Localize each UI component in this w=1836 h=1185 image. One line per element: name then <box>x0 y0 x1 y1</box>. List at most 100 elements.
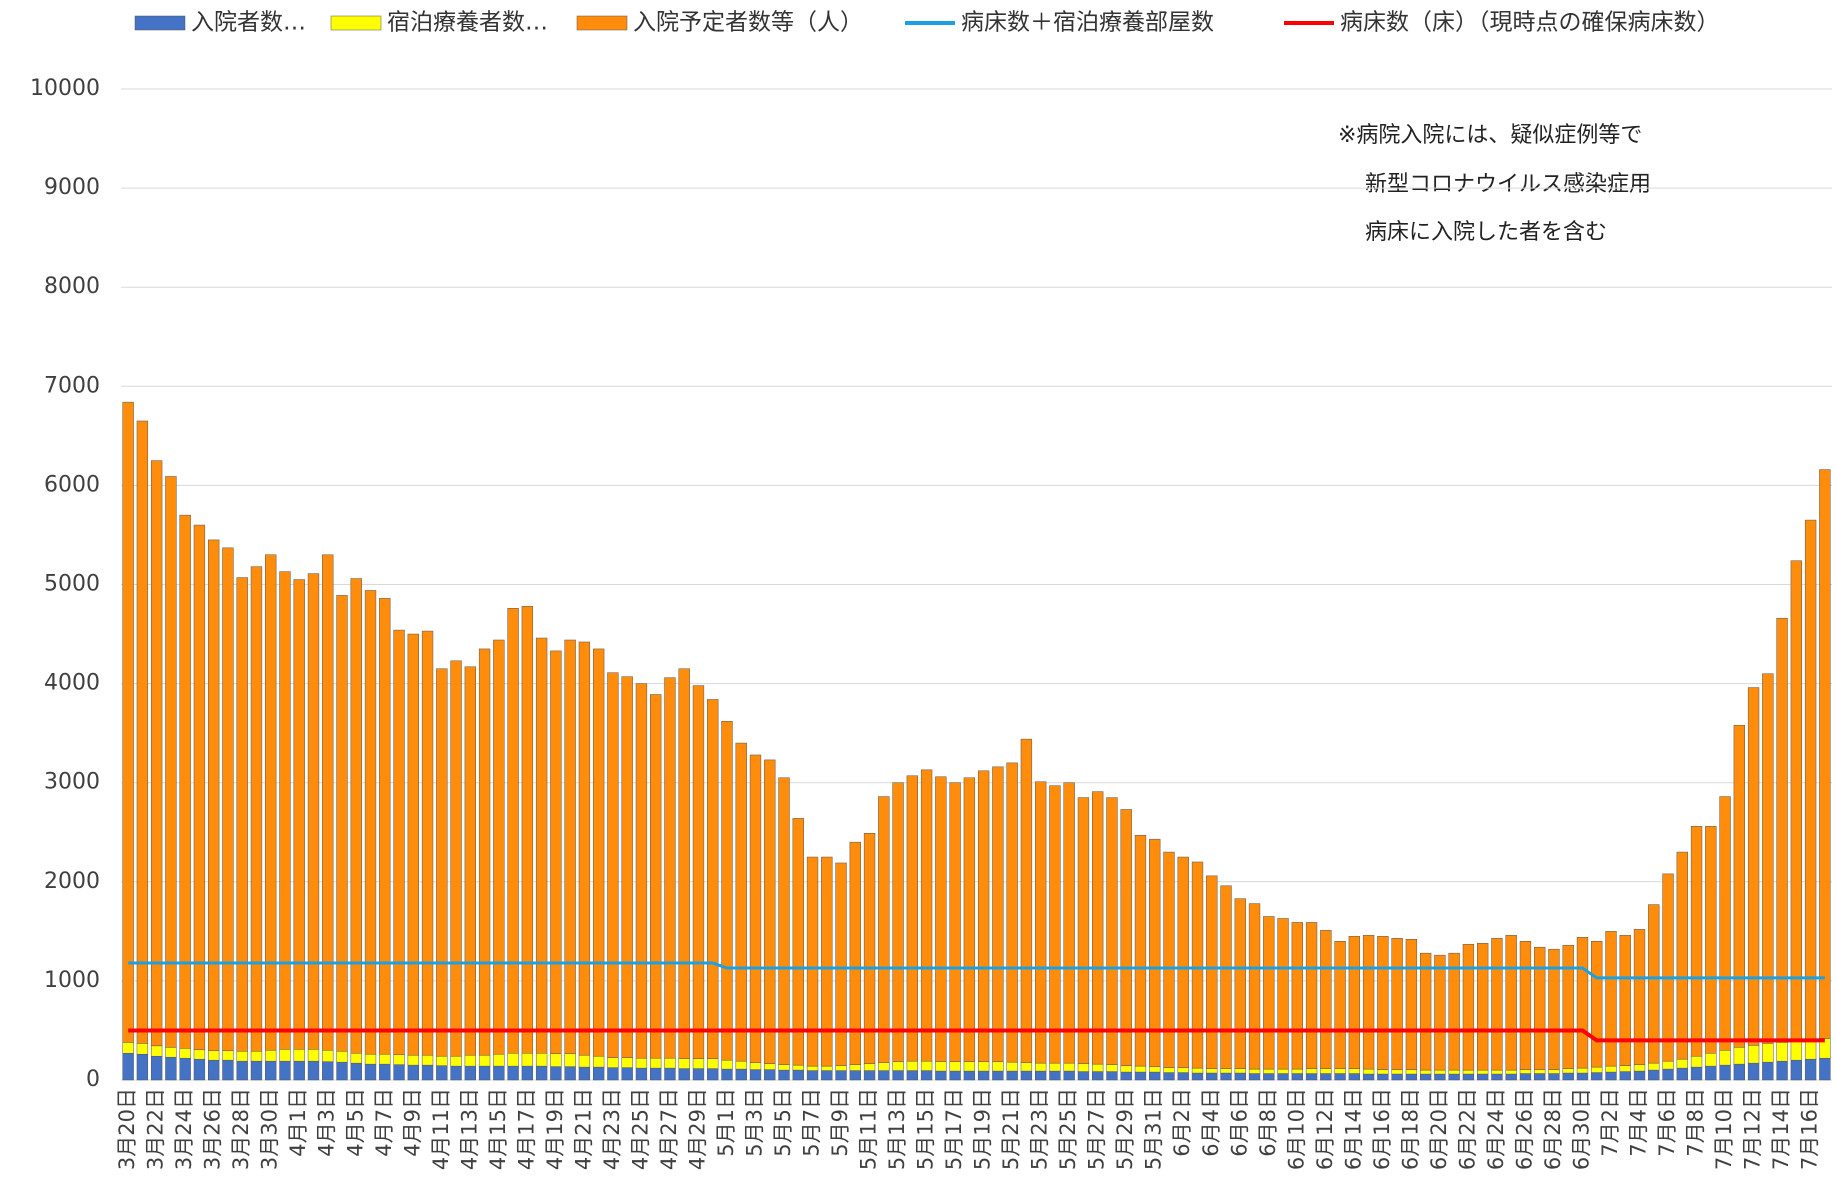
bar-segment <box>1063 782 1075 1064</box>
bar-segment <box>1419 952 1432 1071</box>
bar-segment <box>707 699 719 1059</box>
y-tick-label: 2000 <box>44 869 100 894</box>
bar-segment <box>393 1064 405 1081</box>
bar-segment <box>350 1052 362 1064</box>
bar-segment <box>1676 1067 1688 1081</box>
bar-segment <box>1462 1073 1475 1081</box>
bar-segment <box>1092 1071 1104 1081</box>
bar-segment <box>906 1070 919 1081</box>
bar-segment <box>1448 952 1460 1071</box>
y-tick-label: 3000 <box>44 770 100 795</box>
x-tick-label: 5月11日 <box>857 1088 881 1170</box>
bar-segment <box>806 1070 819 1081</box>
bar-segment <box>878 796 890 1063</box>
bar-segment <box>1762 1061 1774 1081</box>
bar-segment <box>949 782 961 1062</box>
bar-segment <box>478 1054 491 1067</box>
bar-segment <box>1562 1068 1574 1074</box>
x-tick-label: 3月30日 <box>258 1088 282 1170</box>
bar-segment <box>279 1049 291 1062</box>
bar-segment <box>1191 1072 1204 1081</box>
bar-segment <box>806 1065 819 1071</box>
bar-segment <box>478 1065 491 1081</box>
bar-segment <box>1020 1062 1033 1072</box>
bar-segment <box>1077 1063 1090 1072</box>
bar-segment <box>721 721 733 1061</box>
legend-label: 入院者数… <box>191 10 306 36</box>
bar-segment <box>1662 1068 1674 1081</box>
bar-segment <box>336 1051 348 1063</box>
legend-swatch <box>330 15 382 31</box>
bar-segment <box>193 524 206 1051</box>
bar-segment <box>1719 1050 1731 1066</box>
bar-segment <box>992 1070 1004 1081</box>
x-tick-label: 4月21日 <box>571 1088 595 1170</box>
bar-segment <box>165 1056 177 1081</box>
bar-segment <box>1220 885 1232 1069</box>
x-tick-label: 4月19日 <box>543 1088 567 1170</box>
bar-segment <box>1391 938 1403 1070</box>
bar-segment <box>1234 898 1246 1069</box>
bar-segment <box>150 1055 163 1081</box>
bar-segment <box>550 1053 562 1067</box>
legend-label: 宿泊療養者数… <box>387 10 548 36</box>
bar-segment <box>293 1060 305 1081</box>
bar-segment <box>279 571 291 1050</box>
x-tick-label: 7月12日 <box>1741 1088 1765 1170</box>
bar-segment <box>1391 1069 1403 1075</box>
x-tick-label: 5月27日 <box>1085 1088 1109 1170</box>
legend-swatch <box>134 15 186 31</box>
bar-segment <box>578 1066 591 1081</box>
bar-segment <box>849 841 861 1065</box>
bar-segment <box>165 476 177 1048</box>
x-tick-label: 5月17日 <box>942 1088 966 1170</box>
bar-segment <box>1034 1062 1047 1072</box>
bar-segment <box>1591 1066 1603 1073</box>
y-tick-label: 1000 <box>44 968 100 993</box>
bar-segment <box>635 1057 648 1069</box>
x-tick-label: 5月19日 <box>971 1088 995 1170</box>
bar-segment <box>1362 1068 1375 1075</box>
bar-segment <box>578 1054 591 1068</box>
bar-segment <box>735 1068 747 1081</box>
bar-segment <box>1277 1068 1289 1074</box>
bar-segment <box>792 1069 804 1081</box>
bar-segment <box>179 1048 191 1059</box>
bar-segment <box>165 1047 177 1058</box>
bar-segment <box>1149 1066 1161 1073</box>
bar-segment <box>507 1052 519 1067</box>
x-tick-label: 5月29日 <box>1113 1088 1137 1170</box>
bar-segment <box>350 1062 362 1081</box>
bar-segment <box>1049 1070 1061 1081</box>
bar-segment <box>1149 838 1161 1067</box>
bar-segment <box>1790 1040 1803 1061</box>
bar-segment <box>1705 826 1717 1054</box>
annotation: 新型コロナウイルス感染症用 <box>1365 172 1651 197</box>
x-tick-label: 3月20日 <box>115 1088 139 1170</box>
bar-segment <box>564 639 576 1054</box>
bar-segment <box>236 577 248 1052</box>
bar-segment <box>1477 942 1489 1071</box>
bar-segment <box>977 770 990 1062</box>
bar-segment <box>878 1062 890 1071</box>
bar-segment <box>635 1067 648 1081</box>
x-tick-label: 3月24日 <box>172 1088 196 1170</box>
bar-segment <box>1676 1058 1688 1069</box>
bar-segment <box>949 1061 961 1072</box>
bar-segment <box>621 676 633 1058</box>
bar-segment <box>1434 954 1446 1071</box>
bar-segment <box>436 668 448 1057</box>
bar-segment <box>835 1065 847 1071</box>
bar-segment <box>1505 1069 1517 1075</box>
bar-segment <box>222 547 234 1052</box>
bar-segment <box>1548 1073 1560 1081</box>
bar-segment <box>1662 1060 1674 1070</box>
bar-segment <box>535 1065 548 1081</box>
bar-segment <box>678 1068 690 1081</box>
bar-segment <box>1648 904 1660 1064</box>
bar-segment <box>692 1068 705 1081</box>
legend-label: 病床数（床）（現時点の確保病床数） <box>1340 10 1720 36</box>
legend-label: 病床数＋宿泊療養部屋数 <box>961 10 1214 36</box>
bar-segment <box>1534 1069 1546 1074</box>
